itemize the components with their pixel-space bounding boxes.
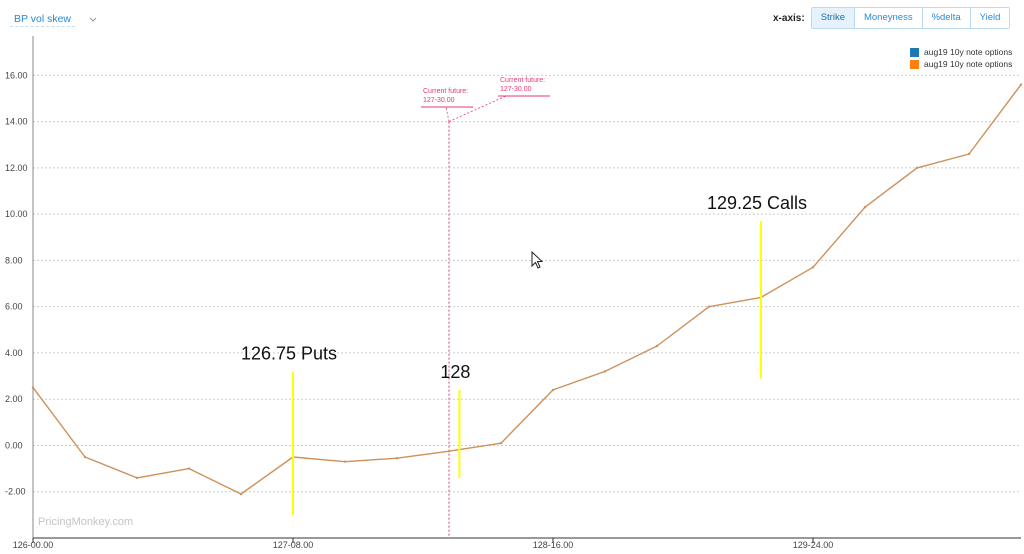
y-tick-label: 10.00 — [5, 209, 28, 219]
y-tick-label: 2.00 — [5, 394, 23, 404]
data-point — [967, 152, 971, 156]
y-tick-label: 14.00 — [5, 117, 28, 127]
current-future-label: Current future: — [500, 77, 545, 84]
current-future-connector — [445, 106, 450, 122]
xaxis-moneyness-button[interactable]: Moneyness — [853, 8, 922, 28]
strike-annotation-label: 129.25 Calls — [707, 193, 807, 213]
strike-annotation-label: 128 — [440, 362, 470, 382]
legend-item[interactable]: aug19 10y note options — [910, 58, 1012, 70]
y-tick-label: 4.00 — [5, 348, 23, 358]
y-tick-label: 16.00 — [5, 70, 28, 80]
data-point — [135, 476, 139, 480]
y-tick-label: 8.00 — [5, 255, 23, 265]
chart-selector-dropdown[interactable]: BP vol skew — [10, 10, 97, 28]
current-future-value: 127-30.00 — [423, 97, 455, 104]
legend-item[interactable]: aug19 10y note options — [910, 46, 1012, 58]
data-point — [343, 460, 347, 463]
x-tick-label: 127-08.00 — [273, 540, 314, 550]
xaxis-toggle-group: x-axis: Strike Moneyness %delta Yield — [773, 7, 1011, 29]
data-point — [31, 386, 35, 389]
y-tick-label: -2.00 — [5, 487, 26, 497]
data-point — [915, 166, 919, 170]
data-point — [395, 456, 399, 460]
top-bar: BP vol skew x-axis: Strike Moneyness %de… — [0, 0, 1024, 36]
data-point — [239, 492, 243, 496]
data-point — [551, 388, 555, 392]
x-tick-label: 126-00.00 — [13, 540, 54, 550]
data-point — [187, 467, 191, 470]
y-tick-label: 0.00 — [5, 440, 23, 450]
data-point — [707, 305, 711, 308]
legend-label: aug19 10y note options — [924, 47, 1013, 57]
watermark-text: PricingMonkey.com — [38, 516, 134, 528]
chart-legend: aug19 10y note options aug19 10y note op… — [910, 46, 1012, 70]
legend-swatch — [910, 47, 919, 57]
current-future-label: Current future: — [423, 88, 468, 95]
legend-label: aug19 10y note options — [924, 59, 1013, 69]
xaxis-buttons: Strike Moneyness %delta Yield — [810, 7, 1011, 29]
data-point — [863, 205, 867, 209]
strike-annotation-label: 126.75 Puts — [241, 343, 337, 363]
chart-selector-label: BP vol skew — [10, 12, 75, 27]
data-point — [655, 344, 659, 348]
xaxis-delta-button[interactable]: %delta — [921, 8, 970, 28]
current-future-value: 127-30.00 — [500, 86, 532, 93]
y-tick-label: 6.00 — [5, 302, 23, 312]
data-point — [1019, 83, 1023, 86]
x-tick-label: 129-24.00 — [793, 540, 834, 550]
data-point — [603, 370, 607, 373]
data-point — [499, 441, 503, 445]
y-tick-label: 12.00 — [5, 163, 28, 173]
data-point — [811, 266, 815, 269]
xaxis-label: x-axis: — [773, 12, 805, 24]
data-point — [83, 455, 87, 459]
legend-swatch — [910, 59, 919, 69]
xaxis-yield-button[interactable]: Yield — [969, 8, 1010, 28]
series-line — [32, 84, 1022, 495]
mouse-cursor-icon — [531, 250, 544, 269]
chevron-down-icon — [89, 10, 97, 28]
current-future-connector — [448, 95, 507, 122]
xaxis-strike-button[interactable]: Strike — [811, 8, 854, 28]
data-point — [447, 450, 451, 453]
x-tick-label: 128-16.00 — [533, 540, 574, 550]
